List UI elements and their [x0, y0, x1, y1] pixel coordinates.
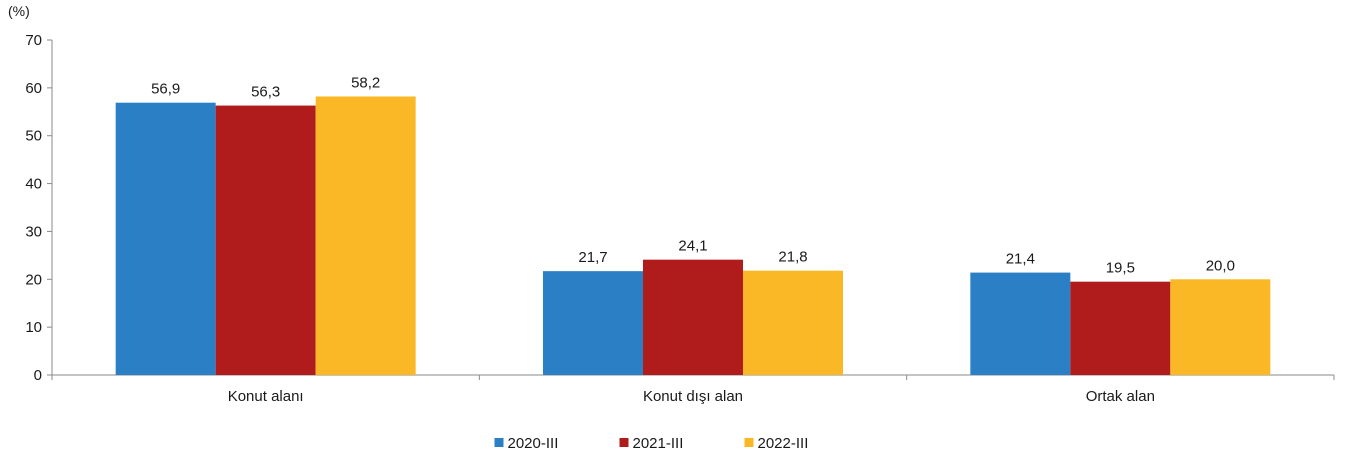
category-label: Konut dışı alan	[643, 388, 743, 405]
legend-swatch	[744, 438, 754, 447]
y-tick-label: 40	[25, 176, 42, 193]
bar	[643, 259, 743, 375]
y-tick-label: 20	[25, 271, 42, 288]
y-tick-label: 30	[25, 223, 42, 240]
bar	[1170, 279, 1271, 375]
legend-swatch	[494, 438, 504, 447]
data-label: 24,1	[678, 238, 707, 255]
y-tick-label: 0	[34, 367, 42, 384]
legend-label: 2022-III	[758, 435, 809, 452]
legend-label: 2021-III	[633, 435, 684, 452]
data-label: 21,8	[778, 249, 807, 266]
category-label: Ortak alan	[1086, 388, 1155, 405]
bar	[315, 96, 416, 375]
data-label: 21,4	[1006, 251, 1035, 268]
legend-swatch	[619, 438, 629, 447]
legend-label: 2020-III	[508, 435, 559, 452]
y-tick-label: 10	[25, 319, 42, 336]
data-labels: 56,9 56,3 58,2 21,7 24,1 21,8 21,4 19,5 20,0	[151, 74, 1235, 276]
y-axis-ticks: 0 10 20 30 40 50 60 70	[25, 32, 52, 384]
bar	[970, 272, 1071, 375]
data-label: 20,0	[1206, 257, 1235, 274]
y-tick-label: 50	[25, 128, 42, 145]
data-label: 56,9	[151, 81, 180, 98]
bar	[543, 271, 643, 375]
y-axis-unit-label: (%)	[8, 3, 30, 19]
y-tick-label: 60	[25, 80, 42, 97]
bar	[743, 270, 843, 375]
data-label: 56,3	[251, 84, 280, 101]
bars	[115, 96, 1271, 376]
data-label: 21,7	[578, 249, 607, 266]
data-label: 19,5	[1106, 260, 1135, 277]
legend: 2020-III 2021-III 2022-III	[494, 435, 809, 452]
y-tick-label: 70	[25, 32, 42, 49]
category-labels: Konut alanı Konut dışı alan Ortak alan	[228, 388, 1155, 405]
bar	[215, 105, 316, 376]
category-label: Konut alanı	[228, 388, 304, 405]
bar	[115, 102, 216, 375]
bar	[1070, 281, 1171, 375]
data-label: 58,2	[351, 74, 380, 91]
